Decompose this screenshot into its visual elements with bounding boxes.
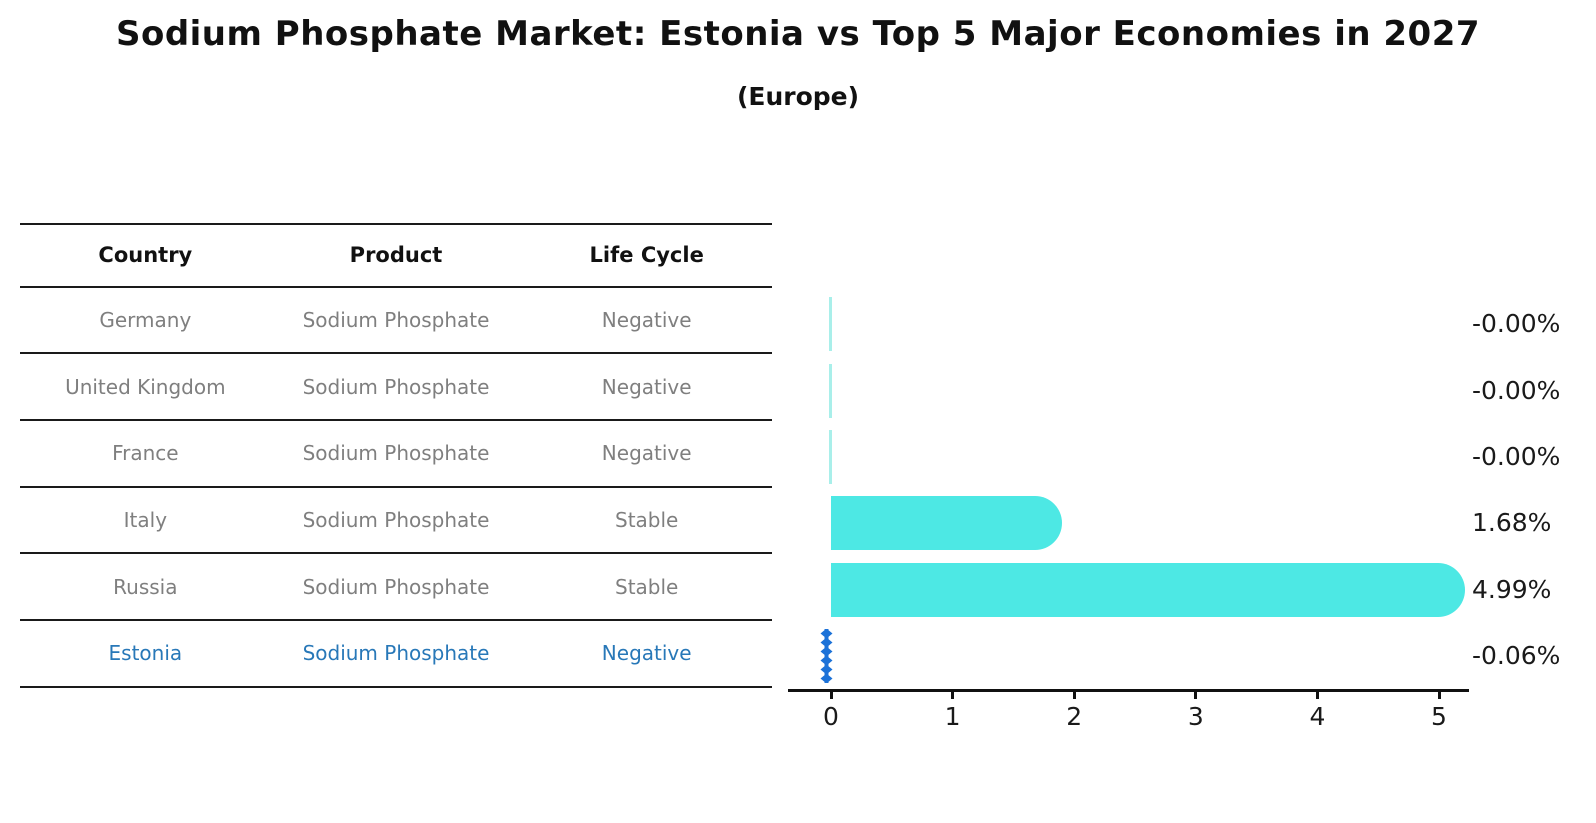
bar-france xyxy=(829,429,832,484)
bar-italy xyxy=(831,496,1063,551)
table-row-germany: Germany Sodium Phosphate Negative xyxy=(20,288,772,355)
table-row-russia: Russia Sodium Phosphate Stable xyxy=(20,554,772,621)
x-axis-line xyxy=(788,689,1469,692)
table-cell-product: Sodium Phosphate xyxy=(302,507,490,532)
table-header-life-cycle: Life Cycle xyxy=(589,243,704,268)
x-tick-mark-4 xyxy=(1315,689,1319,699)
value-label-france: -0.00% xyxy=(1472,441,1561,471)
table-cell-life-cycle: Stable xyxy=(615,574,679,599)
value-label-italy: 1.68% xyxy=(1472,508,1552,538)
table-row-italy: Italy Sodium Phosphate Stable xyxy=(20,488,772,555)
table-header-country: Country xyxy=(98,243,193,268)
x-tick-label-2: 2 xyxy=(1066,702,1083,731)
x-tick-label-1: 1 xyxy=(944,702,961,731)
value-label-united-kingdom: -0.00% xyxy=(1472,375,1561,405)
bar-estonia-hatched xyxy=(820,628,833,683)
x-tick-label-5: 5 xyxy=(1431,702,1447,731)
table-cell-life-cycle: Negative xyxy=(601,374,692,399)
table-header-row: Country Product Life Cycle xyxy=(20,225,772,288)
table-cell-product: Sodium Phosphate xyxy=(302,307,490,332)
table-row-france: France Sodium Phosphate Negative xyxy=(20,421,772,488)
bar-united-kingdom xyxy=(829,363,832,418)
table-cell-country: France xyxy=(112,441,179,466)
table-row-united-kingdom: United Kingdom Sodium Phosphate Negative xyxy=(20,354,772,421)
table-cell-country: Estonia xyxy=(108,641,183,666)
table-cell-country: United Kingdom xyxy=(65,374,226,399)
value-label-germany: -0.00% xyxy=(1472,309,1561,339)
table-cell-country: Italy xyxy=(123,507,168,532)
table-cell-product: Sodium Phosphate xyxy=(302,641,490,666)
x-tick-mark-3 xyxy=(1194,689,1198,699)
table-cell-life-cycle: Negative xyxy=(601,441,692,466)
x-tick-mark-2 xyxy=(1072,689,1076,699)
chart-title: Sodium Phosphate Market: Estonia vs Top … xyxy=(115,14,1481,54)
table-cell-life-cycle: Negative xyxy=(601,307,692,332)
table-cell-country: Germany xyxy=(99,307,192,332)
country-table: Country Product Life Cycle Germany Sodium Ph… xyxy=(20,223,772,688)
x-tick-mark-5 xyxy=(1437,689,1441,699)
bar-germany xyxy=(829,297,832,352)
x-tick-mark-0 xyxy=(829,689,833,699)
table-cell-life-cycle: Stable xyxy=(615,507,679,532)
table-header-product: Product xyxy=(349,243,443,268)
x-tick-label-0: 0 xyxy=(823,702,839,731)
chart-subtitle: (Europe) xyxy=(736,82,860,111)
table-cell-product: Sodium Phosphate xyxy=(302,374,490,399)
table-cell-product: Sodium Phosphate xyxy=(302,574,490,599)
table-cell-product: Sodium Phosphate xyxy=(302,441,490,466)
bar-chart-plot-area: 0 1 2 3 4 5 xyxy=(788,291,1469,731)
table-row-estonia: Estonia Sodium Phosphate Negative xyxy=(20,621,772,688)
bar-russia xyxy=(831,562,1465,617)
table-cell-country: Russia xyxy=(113,574,178,599)
x-tick-mark-1 xyxy=(951,689,955,699)
x-tick-label-4: 4 xyxy=(1309,702,1326,731)
table-cell-life-cycle: Negative xyxy=(601,641,692,666)
x-tick-label-3: 3 xyxy=(1187,702,1204,731)
value-label-estonia: -0.06% xyxy=(1472,640,1561,670)
value-label-russia: 4.99% xyxy=(1472,574,1552,604)
